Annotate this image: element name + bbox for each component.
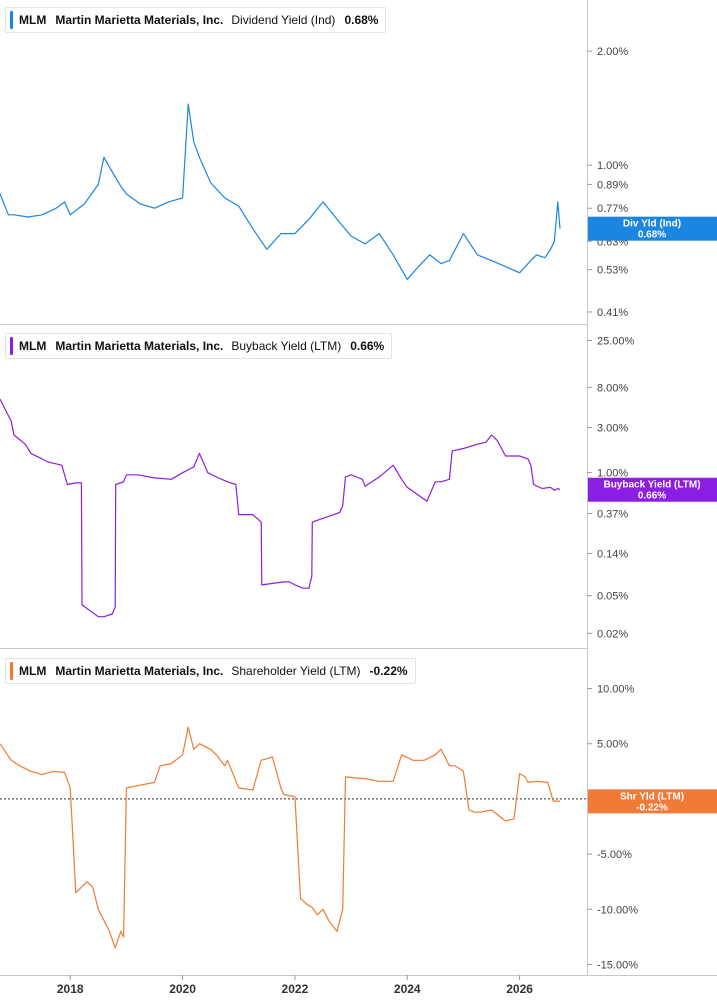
current-value-tag bbox=[588, 216, 717, 241]
y-tick-label: 8.00% bbox=[597, 382, 628, 394]
y-tick-label: 0.14% bbox=[597, 548, 628, 560]
metric-value: 0.68% bbox=[344, 13, 379, 27]
series-color-swatch bbox=[10, 11, 13, 29]
current-value-tag-value: -0.22% bbox=[636, 802, 668, 813]
current-value-tag-value: 0.68% bbox=[638, 230, 666, 241]
ticker-label: MLM bbox=[19, 339, 47, 353]
y-tick-label: 0.02% bbox=[597, 628, 628, 640]
y-tick-label: -10.00% bbox=[597, 904, 638, 916]
y-tick-label: 0.89% bbox=[597, 179, 628, 191]
y-tick-label: 3.00% bbox=[597, 423, 628, 435]
x-tick-label: 2018 bbox=[57, 982, 84, 996]
metric-name: Shareholder Yield (LTM) bbox=[231, 664, 361, 678]
y-tick-label: 0.05% bbox=[597, 591, 628, 603]
y-tick-label: 2.00% bbox=[597, 46, 628, 58]
y-tick-label: 10.00% bbox=[597, 684, 635, 696]
current-value-tag-value: 0.66% bbox=[638, 491, 666, 502]
y-tick-label: 1.00% bbox=[597, 468, 628, 480]
current-value-tag bbox=[588, 789, 717, 814]
series-line bbox=[0, 103, 561, 280]
legend-dividend-yield[interactable]: MLM Martin Marietta Materials, Inc. Divi… bbox=[5, 7, 387, 33]
x-tick-label: 2024 bbox=[394, 982, 421, 996]
y-tick-label: -15.00% bbox=[597, 959, 638, 971]
current-value-tag-label: Buyback Yield (LTM) bbox=[603, 480, 700, 491]
company-name: Martin Marietta Materials, Inc. bbox=[55, 13, 224, 27]
ticker-label: MLM bbox=[19, 664, 47, 678]
y-tick-label: -5.00% bbox=[597, 849, 632, 861]
y-tick-label: 0.41% bbox=[597, 307, 628, 319]
ticker-label: MLM bbox=[19, 13, 47, 27]
current-value-tag-label: Div Yld (Ind) bbox=[623, 219, 681, 230]
y-tick-label: 0.37% bbox=[597, 509, 628, 521]
current-value-tag-label: Shr Yld (LTM) bbox=[620, 791, 684, 802]
y-tick-label: 0.53% bbox=[597, 265, 628, 277]
metric-name: Dividend Yield (Ind) bbox=[231, 13, 336, 27]
metric-value: 0.66% bbox=[350, 339, 385, 353]
x-tick-label: 2022 bbox=[282, 982, 309, 996]
legend-buyback-yield[interactable]: MLM Martin Marietta Materials, Inc. Buyb… bbox=[5, 333, 393, 359]
legend-shareholder-yield[interactable]: MLM Martin Marietta Materials, Inc. Shar… bbox=[5, 658, 416, 684]
series-color-swatch bbox=[10, 662, 13, 680]
y-tick-label: 5.00% bbox=[597, 739, 628, 751]
y-tick-label: 1.00% bbox=[597, 160, 628, 172]
y-tick-label: 25.00% bbox=[597, 335, 635, 347]
x-tick-label: 2026 bbox=[506, 982, 533, 996]
company-name: Martin Marietta Materials, Inc. bbox=[55, 664, 224, 678]
metric-value: -0.22% bbox=[369, 664, 408, 678]
series-line bbox=[0, 726, 561, 949]
series-line bbox=[0, 398, 561, 618]
metric-name: Buyback Yield (LTM) bbox=[231, 339, 342, 353]
x-tick-label: 2020 bbox=[169, 982, 196, 996]
series-color-swatch bbox=[10, 337, 13, 355]
company-name: Martin Marietta Materials, Inc. bbox=[55, 339, 224, 353]
current-value-tag bbox=[588, 477, 717, 502]
y-tick-label: 0.77% bbox=[597, 203, 628, 215]
